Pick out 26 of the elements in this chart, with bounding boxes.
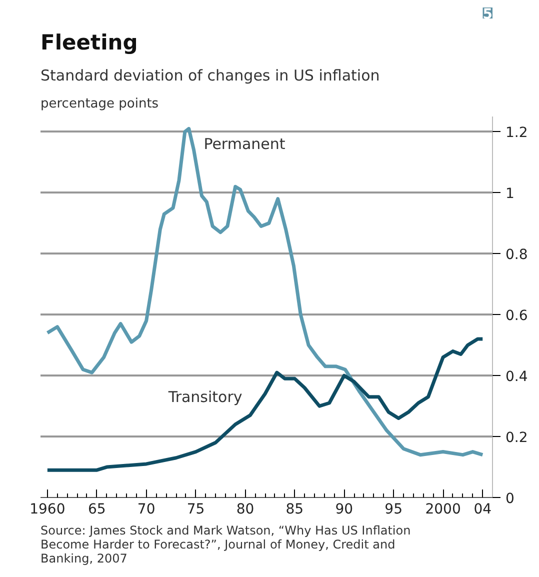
y-tick-label: 0.2	[506, 430, 528, 446]
y-tick-label: 0	[506, 491, 514, 507]
chart-subtitle: Standard deviation of changes in US inflation	[40, 66, 380, 84]
x-tick-label: 1960	[30, 502, 66, 518]
x-tick-label: 90	[335, 502, 354, 518]
x-tick-label: 2000	[425, 502, 461, 518]
x-tick-label: 95	[384, 502, 403, 518]
y-axis-title: percentage points	[40, 96, 159, 112]
x-tick-label: 80	[236, 502, 254, 518]
y-tick-label: 1	[506, 186, 514, 202]
line-series	[46, 337, 484, 472]
x-tick-label: 75	[186, 502, 205, 518]
x-tick-label: 04	[474, 502, 492, 518]
x-tick-label: 70	[137, 502, 156, 518]
x-tick-label: 65	[88, 502, 106, 518]
y-tick-label: 1.2	[506, 125, 528, 142]
x-tick-label: 85	[286, 502, 304, 518]
y-tick-label: 0.4	[506, 369, 528, 386]
source-note: Source: James Stock and Mark Watson, “Why Has US Inflation Become Harder to Forecast?”, Journal of Money, Credit and Banking, 2007	[40, 524, 411, 566]
series-label: Transitory	[167, 388, 242, 406]
y-tick-label: 0.8	[506, 247, 528, 264]
chart-title: Fleeting	[40, 30, 138, 54]
text: 5	[482, 6, 493, 22]
series-label: Permanent	[204, 134, 286, 153]
line-series	[46, 126, 484, 457]
y-tick-label: 0.6	[506, 308, 528, 324]
